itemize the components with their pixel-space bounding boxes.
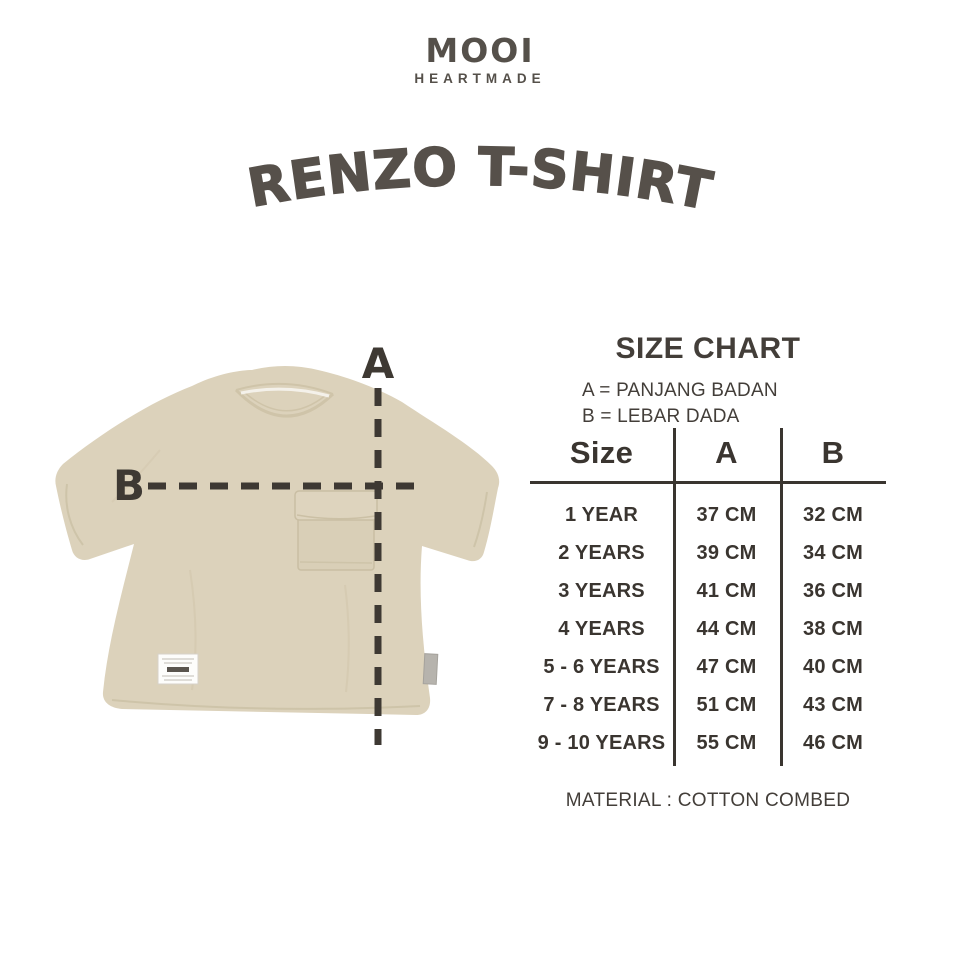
a-cell: 37 CM	[696, 503, 757, 526]
tshirt-figure: A B	[55, 340, 500, 745]
product-title-arc: RENZO T-SHIRT	[242, 136, 717, 223]
size-cell: 3 YEARS	[558, 579, 645, 602]
measure-legend: A = PANJANG BADAN B = LEBAR DADA	[582, 378, 778, 429]
table-row: 9 - 10 YEARS 55 CM 46 CM	[530, 724, 886, 762]
a-cell: 51 CM	[696, 693, 757, 716]
product-title: RENZO T-SHIRT	[242, 136, 717, 223]
a-cell: 55 CM	[696, 731, 757, 754]
a-cell: 41 CM	[696, 579, 757, 602]
b-cell: 38 CM	[803, 617, 863, 640]
column-divider-1	[673, 428, 676, 766]
b-cell: 43 CM	[803, 693, 863, 716]
brand-logo: MOOI HEARTMADE	[0, 34, 960, 86]
side-tag	[422, 653, 439, 685]
table-row: 4 YEARS 44 CM 38 CM	[530, 610, 886, 648]
table-row: 5 - 6 YEARS 47 CM 40 CM	[530, 648, 886, 686]
a-cell: 44 CM	[696, 617, 757, 640]
size-table: Size A B 1 YEAR 37 CM 32 CM 2 YEARS 39 CM 34 …	[530, 428, 886, 766]
table-row: 1 YEAR 37 CM 32 CM	[530, 496, 886, 534]
header-divider	[530, 481, 886, 484]
tshirt-graphic	[55, 366, 500, 715]
brand-tagline: HEARTMADE	[414, 71, 546, 86]
a-cell: 39 CM	[696, 541, 757, 564]
column-divider-2	[780, 428, 783, 766]
svg-text:RENZO T-SHIRT: RENZO T-SHIRT	[243, 137, 717, 223]
size-cell: 5 - 6 YEARS	[543, 655, 660, 678]
measure-label-a: A	[362, 340, 395, 388]
measure-label-b: B	[113, 461, 145, 510]
legend-b: B = LEBAR DADA	[582, 405, 740, 427]
chest-pocket	[294, 490, 378, 571]
size-cell: 4 YEARS	[558, 617, 645, 640]
table-row: 7 - 8 YEARS 51 CM 43 CM	[530, 686, 886, 724]
b-cell: 40 CM	[803, 655, 863, 678]
a-cell: 47 CM	[696, 655, 757, 678]
care-label	[157, 653, 199, 685]
size-cell: 1 YEAR	[564, 503, 639, 526]
b-cell: 46 CM	[803, 731, 863, 754]
size-cell: 7 - 8 YEARS	[543, 693, 660, 716]
b-cell: 32 CM	[803, 503, 863, 526]
size-table-body: 1 YEAR 37 CM 32 CM 2 YEARS 39 CM 34 CM 3 YEARS…	[530, 484, 886, 762]
table-row: 2 YEARS 39 CM 34 CM	[530, 534, 886, 572]
size-chart-title: SIZE CHART	[615, 332, 801, 365]
b-cell: 34 CM	[803, 541, 863, 564]
size-chart-panel: SIZE CHART A = PANJANG BADAN B = LEBAR D…	[530, 332, 886, 832]
brand-name: MOOI	[425, 31, 535, 70]
material-note: MATERIAL : COTTON COMBED	[565, 790, 851, 811]
size-cell: 9 - 10 YEARS	[537, 731, 666, 754]
column-header-a: A	[715, 435, 738, 470]
column-header-size: Size	[569, 435, 634, 470]
b-cell: 36 CM	[803, 579, 863, 602]
size-table-header: Size A B	[530, 428, 886, 478]
legend-a: A = PANJANG BADAN	[582, 380, 778, 401]
column-header-b: B	[821, 435, 845, 470]
size-cell: 2 YEARS	[558, 541, 645, 564]
table-row: 3 YEARS 41 CM 36 CM	[530, 572, 886, 610]
